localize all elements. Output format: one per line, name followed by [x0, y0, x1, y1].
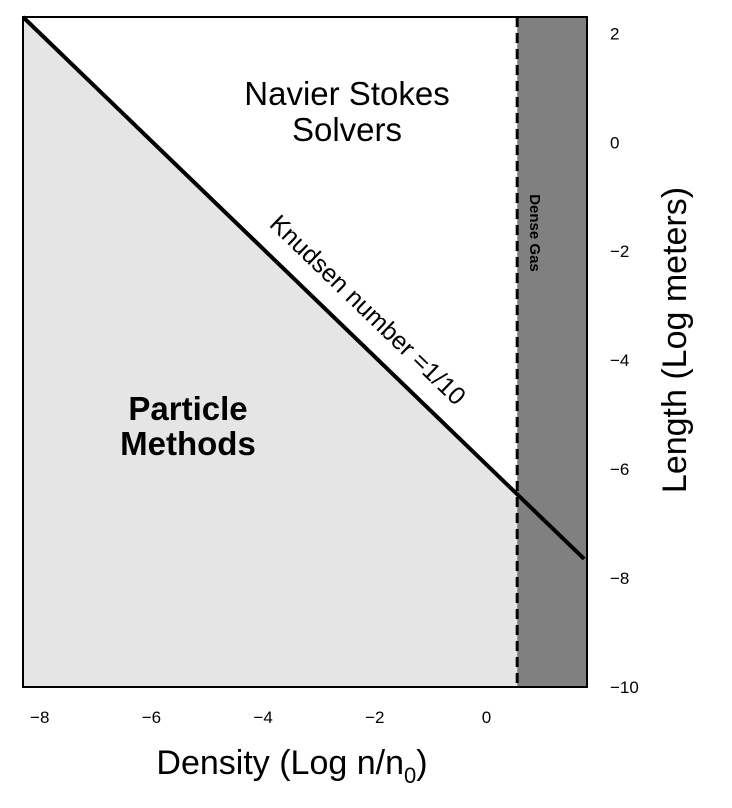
methods-label: Methods [120, 425, 256, 462]
x-tick-label: 0 [482, 708, 491, 727]
x-axis-title: Density (Log n/n0) [156, 744, 427, 788]
x-axis-ticks: −8 −6 −4 −2 0 [30, 708, 491, 727]
x-tick-label: −6 [142, 708, 161, 727]
dense-gas-region [517, 17, 587, 687]
y-tick-label: 0 [610, 133, 619, 152]
y-tick-label: −6 [610, 460, 629, 479]
y-tick-label: −2 [610, 242, 629, 261]
x-tick-label: −4 [253, 708, 272, 727]
x-tick-label: −8 [30, 708, 49, 727]
y-axis-ticks: 2 0 −2 −4 −6 −8 −10 [610, 24, 639, 697]
x-tick-label: −2 [365, 708, 384, 727]
x-axis-title-subscript: 0 [404, 763, 416, 788]
particle-methods-region [23, 17, 518, 687]
y-tick-label: −10 [610, 678, 639, 697]
dense-gas-label: Dense Gas [526, 194, 543, 272]
y-tick-label: 2 [610, 24, 619, 43]
x-axis-title-close: ) [416, 744, 427, 782]
y-tick-label: −8 [610, 569, 629, 588]
y-axis-title: Length (Log meters) [656, 187, 694, 493]
x-axis-title-main: Density (Log n/n [156, 744, 404, 782]
solvers-label: Solvers [292, 111, 402, 148]
plot-frame [22, 16, 588, 688]
y-tick-label: −4 [610, 351, 629, 370]
particle-label: Particle [128, 390, 247, 427]
knudsen-line [21, 15, 586, 561]
navier-stokes-label: Navier Stokes [244, 75, 449, 112]
